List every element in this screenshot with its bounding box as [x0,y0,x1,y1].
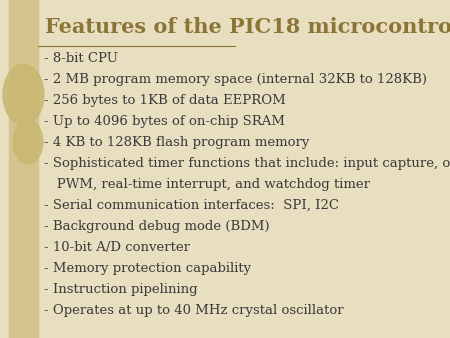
Text: - 8-bit CPU: - 8-bit CPU [44,52,118,65]
Text: - Instruction pipelining: - Instruction pipelining [44,283,198,296]
Text: - 4 KB to 128KB flash program memory: - 4 KB to 128KB flash program memory [44,136,309,149]
Text: - Sophisticated timer functions that include: input capture, output compare,: - Sophisticated timer functions that inc… [44,157,450,170]
Text: - 2 MB program memory space (internal 32KB to 128KB): - 2 MB program memory space (internal 32… [44,73,427,86]
Circle shape [13,120,43,164]
Text: - Operates at up to 40 MHz crystal oscillator: - Operates at up to 40 MHz crystal oscil… [44,304,343,317]
Text: - Background debug mode (BDM): - Background debug mode (BDM) [44,220,270,233]
Text: - 10-bit A/D converter: - 10-bit A/D converter [44,241,190,254]
Circle shape [3,64,44,125]
Text: - Up to 4096 bytes of on-chip SRAM: - Up to 4096 bytes of on-chip SRAM [44,115,285,128]
Text: - Memory protection capability: - Memory protection capability [44,262,251,275]
Text: - Serial communication interfaces:  SPI, I2C: - Serial communication interfaces: SPI, … [44,199,339,212]
Text: - 256 bytes to 1KB of data EEPROM: - 256 bytes to 1KB of data EEPROM [44,94,286,107]
Text: Features of the PIC18 microcontroller: Features of the PIC18 microcontroller [45,17,450,37]
Bar [9,0,38,338]
Text: PWM, real-time interrupt, and watchdog timer: PWM, real-time interrupt, and watchdog t… [44,178,370,191]
